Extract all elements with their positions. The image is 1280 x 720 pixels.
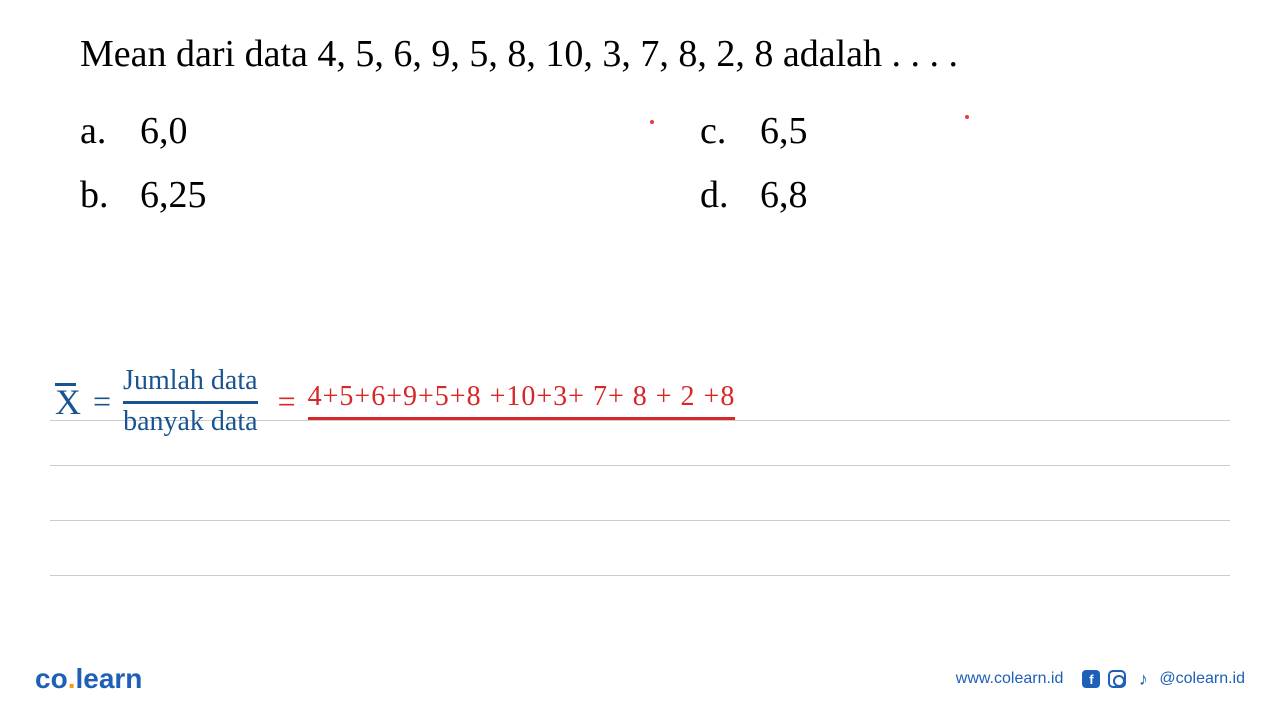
- logo-co: co: [35, 663, 68, 694]
- blue-numerator: Jumlah data: [123, 365, 258, 399]
- options-grid: a. 6,0 c. 6,5 b. 6,25 d. 6,8: [80, 109, 1220, 217]
- gridline: [50, 575, 1230, 576]
- option-b-value: 6,25: [140, 173, 207, 217]
- option-c-value: 6,5: [760, 109, 808, 153]
- option-d-letter: d.: [700, 173, 730, 217]
- gridline: [50, 465, 1230, 466]
- option-b-letter: b.: [80, 173, 110, 217]
- social-handle: @colearn.id: [1159, 670, 1245, 688]
- logo-learn: learn: [75, 663, 142, 694]
- gridline: [50, 520, 1230, 521]
- fraction-blue: Jumlah data banyak data: [123, 365, 258, 438]
- fraction-line: [123, 401, 258, 404]
- question-text: Mean dari data 4, 5, 6, 9, 5, 8, 10, 3, …: [80, 30, 1220, 79]
- equals-sign: =: [93, 383, 111, 420]
- formula-row: X = Jumlah data banyak data = 4+5+6+9+5+…: [55, 365, 735, 438]
- option-c-letter: c.: [700, 109, 730, 153]
- red-numerator: 4+5+6+9+5+8 +10+3+ 7+ 8 + 2 +8: [308, 381, 736, 415]
- option-c: c. 6,5: [700, 109, 1220, 153]
- fraction-red: 4+5+6+9+5+8 +10+3+ 7+ 8 + 2 +8: [308, 381, 736, 422]
- website-url: www.colearn.id: [956, 670, 1064, 688]
- logo: co.learn: [35, 663, 142, 695]
- facebook-icon: f: [1081, 669, 1101, 689]
- marker-dot: [965, 115, 969, 119]
- footer: co.learn www.colearn.id f ♪ @colearn.id: [0, 663, 1280, 695]
- instagram-icon: [1107, 669, 1127, 689]
- blue-denominator: banyak data: [123, 406, 258, 438]
- social-links: f ♪ @colearn.id: [1081, 669, 1245, 689]
- option-b: b. 6,25: [80, 173, 600, 217]
- fraction-line-red: [308, 417, 736, 420]
- equals-sign-red: =: [278, 383, 296, 420]
- option-d: d. 6,8: [700, 173, 1220, 217]
- footer-right: www.colearn.id f ♪ @colearn.id: [956, 669, 1245, 689]
- option-a-letter: a.: [80, 109, 110, 153]
- option-a-value: 6,0: [140, 109, 188, 153]
- marker-dot: [650, 120, 654, 124]
- x-bar-symbol: X: [55, 381, 81, 423]
- tiktok-icon: ♪: [1133, 669, 1153, 689]
- option-a: a. 6,0: [80, 109, 600, 153]
- option-d-value: 6,8: [760, 173, 808, 217]
